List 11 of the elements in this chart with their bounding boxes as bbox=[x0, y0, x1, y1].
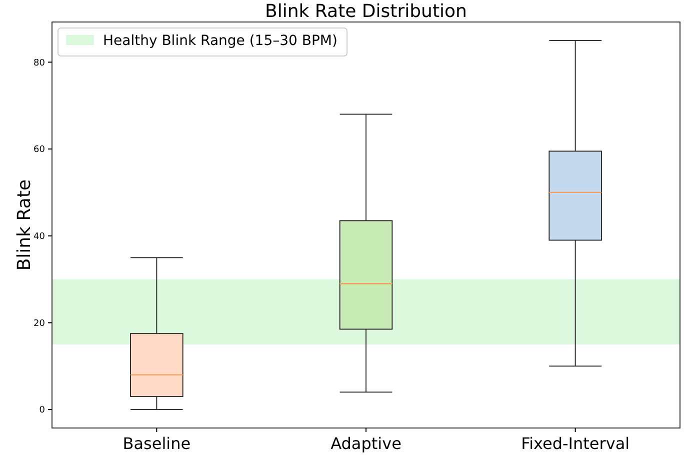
x-tick-label: Adaptive bbox=[330, 434, 402, 453]
y-tick-label: 80 bbox=[34, 58, 46, 68]
x-tick-label: Baseline bbox=[122, 434, 191, 453]
legend-label: Healthy Blink Range (15–30 BPM) bbox=[103, 32, 338, 49]
y-tick-label: 20 bbox=[34, 318, 46, 329]
chart-title: Blink Rate Distribution bbox=[265, 1, 467, 22]
y-tick-label: 0 bbox=[39, 406, 46, 416]
y-tick-label: 60 bbox=[34, 145, 46, 156]
y-tick-label: 40 bbox=[34, 232, 46, 242]
y-axis-title: Blink Rate bbox=[14, 179, 35, 271]
x-tick-label: Fixed-Interval bbox=[521, 434, 630, 453]
